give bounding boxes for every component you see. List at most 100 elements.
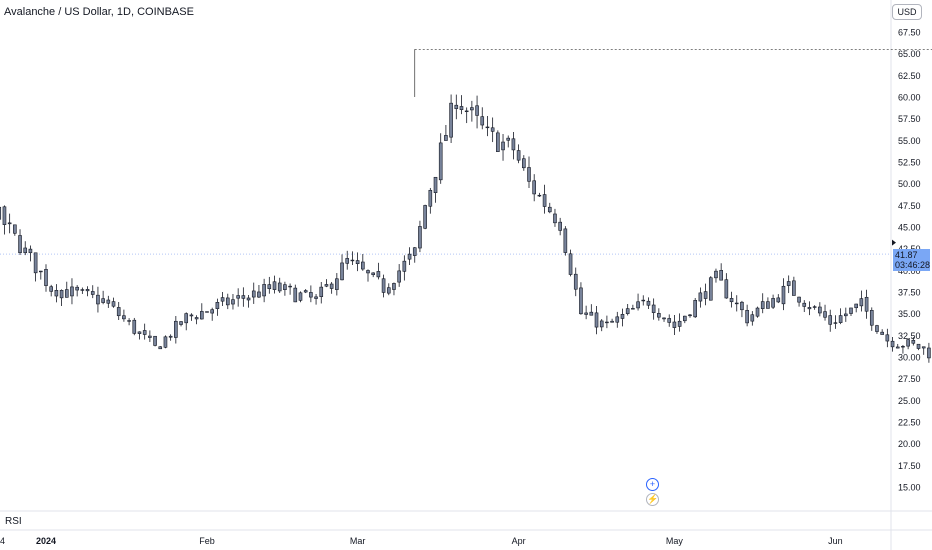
candle-body (0, 206, 2, 220)
candle-body (49, 286, 53, 292)
candle-body (116, 307, 121, 317)
currency-button[interactable]: USD (892, 4, 922, 20)
candle-body (480, 116, 485, 126)
candle-body (792, 280, 796, 296)
y-tick-label: 22.50 (898, 418, 921, 428)
candle-body (111, 301, 116, 307)
candle-body (511, 138, 516, 151)
candle-body (257, 291, 261, 298)
candle-body (470, 107, 474, 111)
candle-body (833, 322, 838, 324)
candle-body (864, 296, 869, 312)
candle-body (901, 346, 905, 348)
candle-body (880, 331, 884, 335)
candle-body (444, 135, 448, 141)
candle-body (137, 331, 142, 334)
candle-body (506, 137, 511, 141)
last-price-tag: 41.87 03:46:28 (893, 249, 930, 271)
candle-body (168, 335, 173, 338)
candle-body (418, 226, 422, 249)
plot-area[interactable] (0, 0, 890, 530)
add-alert-button[interactable]: + (646, 478, 659, 491)
candle-body (553, 213, 557, 224)
lightning-icon: ⚡ (647, 494, 659, 504)
candle-body (599, 320, 604, 328)
candle-body (267, 284, 272, 290)
candle-body (59, 289, 64, 299)
candle-body (194, 317, 199, 320)
candle-body (818, 306, 822, 314)
candle-body (869, 310, 874, 326)
candle-body (781, 285, 786, 305)
candle-body (719, 270, 723, 281)
candle-body (807, 307, 812, 310)
candle-body (906, 339, 910, 347)
y-tick-label: 52.50 (898, 158, 921, 168)
y-tick-label: 65.00 (898, 49, 921, 59)
candle-body (231, 299, 235, 305)
candle-body (527, 167, 531, 182)
y-tick-label: 32.50 (898, 331, 921, 341)
candle-body (522, 158, 526, 169)
chart-title: Avalanche / US Dollar, 1D, COINBASE (4, 6, 194, 18)
candle-body (449, 102, 453, 138)
y-tick-label: 25.00 (898, 396, 921, 406)
last-price-value: 41.87 (895, 250, 918, 260)
candle-body (620, 313, 625, 319)
candle-body (142, 330, 147, 335)
candle-body (33, 252, 38, 274)
candle-body (329, 283, 334, 289)
candle-body (745, 310, 749, 324)
candle-body (911, 339, 916, 344)
candle-body (885, 334, 890, 342)
candle-body (501, 141, 505, 151)
candle-body (90, 291, 95, 295)
candle-body (786, 281, 791, 286)
candle-body (106, 299, 111, 304)
candle-body (174, 320, 178, 338)
candle-body (651, 304, 656, 313)
candle-body (875, 325, 879, 332)
candle-body (828, 315, 833, 325)
x-tick-label: 2024 (36, 536, 56, 546)
x-tick-label: Jun (828, 536, 843, 546)
candle-body (132, 319, 137, 334)
candle-body (921, 346, 926, 349)
candle-body (80, 289, 85, 291)
candle-body (335, 278, 339, 290)
candle-body (667, 318, 672, 323)
candle-body (760, 301, 765, 309)
candle-body (397, 270, 401, 283)
quick-trade-button[interactable]: ⚡ (646, 493, 659, 506)
candle-body (605, 321, 609, 324)
candle-body (246, 297, 251, 301)
rsi-indicator-label[interactable]: RSI (5, 516, 22, 527)
candle-body (615, 316, 620, 323)
candle-body (916, 343, 921, 349)
candle-body (537, 194, 542, 197)
candle-body (693, 300, 697, 318)
candle-body (64, 289, 69, 298)
candle-body (298, 292, 303, 301)
candle-body (646, 300, 651, 306)
candle-body (579, 287, 583, 315)
candle-body (636, 301, 640, 309)
candle-body (625, 308, 630, 314)
candle-body (859, 298, 864, 307)
candle-body (412, 247, 417, 256)
candle-body (750, 314, 755, 322)
candle-body (766, 301, 770, 309)
candle-body (708, 277, 713, 301)
candle-body (688, 314, 692, 317)
candle-body (734, 302, 739, 305)
y-tick-label: 50.00 (898, 179, 921, 189)
candle-body (844, 313, 848, 317)
candle-body (179, 321, 183, 325)
x-tick-label: Apr (512, 536, 526, 546)
candle-body (433, 176, 438, 193)
candle-body (70, 286, 74, 297)
candle-body (54, 290, 59, 297)
candle-body (854, 303, 858, 309)
